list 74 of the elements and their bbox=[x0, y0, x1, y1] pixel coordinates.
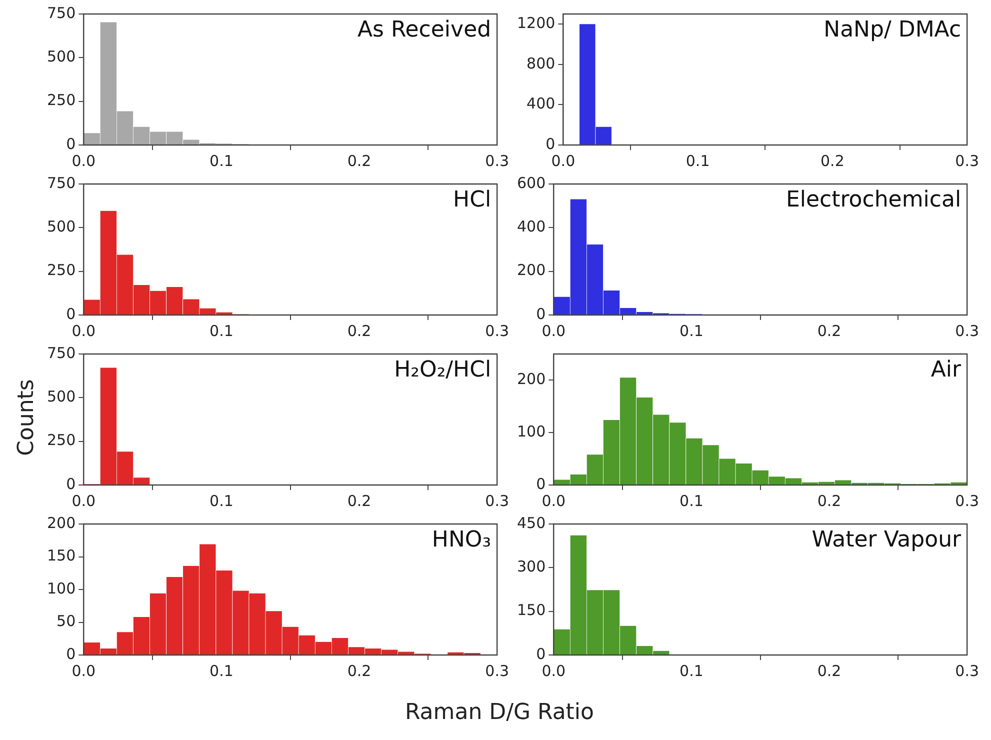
y-tick-label: 250 bbox=[46, 261, 76, 280]
x-tick-label: 0.2 bbox=[817, 492, 842, 510]
x-tick-label: 0.3 bbox=[955, 322, 979, 340]
y-tick-label: 500 bbox=[46, 388, 76, 406]
x-tick-label: 0.3 bbox=[485, 322, 509, 340]
y-tick-label: 400 bbox=[526, 94, 556, 113]
y-tick-label: 0 bbox=[536, 304, 546, 323]
x-tick-label: 0.3 bbox=[485, 492, 509, 510]
y-tick-label: 50 bbox=[56, 612, 76, 630]
y-tick-label: 0 bbox=[546, 134, 556, 153]
x-tick-label: 0.1 bbox=[210, 322, 234, 340]
x-tick-label: 0.0 bbox=[542, 662, 566, 680]
y-tick-label: 800 bbox=[526, 54, 556, 72]
y-tick-label: 0 bbox=[66, 134, 76, 153]
x-tick-label: 0.2 bbox=[347, 322, 372, 340]
y-tick-label: 150 bbox=[46, 546, 76, 565]
x-tick-label: 0.0 bbox=[72, 152, 96, 170]
x-tick-label: 0.1 bbox=[686, 152, 710, 170]
y-tick-label: 0 bbox=[66, 644, 76, 663]
chart-title: Air bbox=[930, 358, 962, 383]
y-tick-label: 0 bbox=[66, 304, 76, 323]
y-tick-label: 100 bbox=[46, 579, 76, 598]
y-tick-label: 300 bbox=[516, 558, 546, 576]
x-tick-label: 0.2 bbox=[817, 322, 842, 340]
x-tick-label: 0.2 bbox=[817, 662, 842, 680]
x-tick-label: 0.3 bbox=[955, 662, 979, 680]
y-tick-label: 600 bbox=[516, 174, 546, 192]
y-axis-title: Counts bbox=[14, 379, 39, 456]
y-tick-label: 100 bbox=[516, 422, 546, 440]
y-tick-label: 200 bbox=[46, 514, 76, 532]
y-tick-label: 0 bbox=[536, 474, 546, 493]
y-tick-label: 500 bbox=[46, 218, 76, 236]
x-tick-label: 0.0 bbox=[551, 152, 576, 170]
y-tick-label: 150 bbox=[516, 601, 546, 620]
x-tick-label: 0.1 bbox=[680, 662, 704, 680]
chart-title: HNO₃ bbox=[432, 528, 492, 553]
x-tick-label: 0.0 bbox=[72, 492, 96, 510]
x-tick-label: 0.1 bbox=[210, 662, 234, 680]
x-axis-title: Raman D/G Ratio bbox=[405, 700, 594, 725]
x-tick-label: 0.3 bbox=[955, 152, 979, 170]
x-tick-label: 0.1 bbox=[680, 322, 704, 340]
x-tick-label: 0.3 bbox=[955, 492, 979, 510]
x-tick-label: 0.0 bbox=[542, 322, 566, 340]
chart-title: Water Vapour bbox=[812, 528, 962, 553]
chart-title: H₂O₂/HCl bbox=[394, 358, 492, 383]
chart-title: As Received bbox=[357, 18, 492, 43]
y-tick-label: 0 bbox=[66, 474, 76, 493]
y-tick-label: 750 bbox=[46, 174, 76, 192]
y-tick-label: 400 bbox=[516, 218, 546, 236]
y-tick-label: 750 bbox=[46, 344, 76, 362]
chart-title: NaNp/ DMAc bbox=[824, 18, 962, 43]
x-tick-label: 0.0 bbox=[542, 492, 566, 510]
chart-title: HCl bbox=[453, 188, 492, 213]
x-tick-label: 0.1 bbox=[210, 492, 234, 510]
x-tick-label: 0.2 bbox=[347, 492, 372, 510]
x-tick-label: 0.2 bbox=[347, 662, 372, 680]
x-tick-label: 0.0 bbox=[72, 322, 96, 340]
y-tick-label: 250 bbox=[46, 431, 76, 450]
y-tick-label: 200 bbox=[516, 261, 546, 280]
y-tick-label: 0 bbox=[536, 644, 546, 663]
y-tick-label: 1200 bbox=[516, 14, 556, 32]
y-tick-label: 500 bbox=[46, 48, 76, 66]
x-tick-label: 0.2 bbox=[820, 152, 844, 170]
x-tick-label: 0.3 bbox=[485, 152, 509, 170]
y-tick-label: 200 bbox=[516, 370, 546, 388]
x-tick-label: 0.3 bbox=[485, 662, 509, 680]
y-tick-label: 750 bbox=[46, 4, 76, 22]
x-tick-label: 0.2 bbox=[347, 152, 372, 170]
x-tick-label: 0.0 bbox=[72, 662, 96, 680]
y-tick-label: 450 bbox=[516, 514, 546, 532]
y-tick-label: 250 bbox=[46, 91, 76, 110]
chart-title: Electrochemical bbox=[786, 188, 962, 213]
x-tick-label: 0.1 bbox=[680, 492, 704, 510]
x-tick-label: 0.1 bbox=[210, 152, 234, 170]
